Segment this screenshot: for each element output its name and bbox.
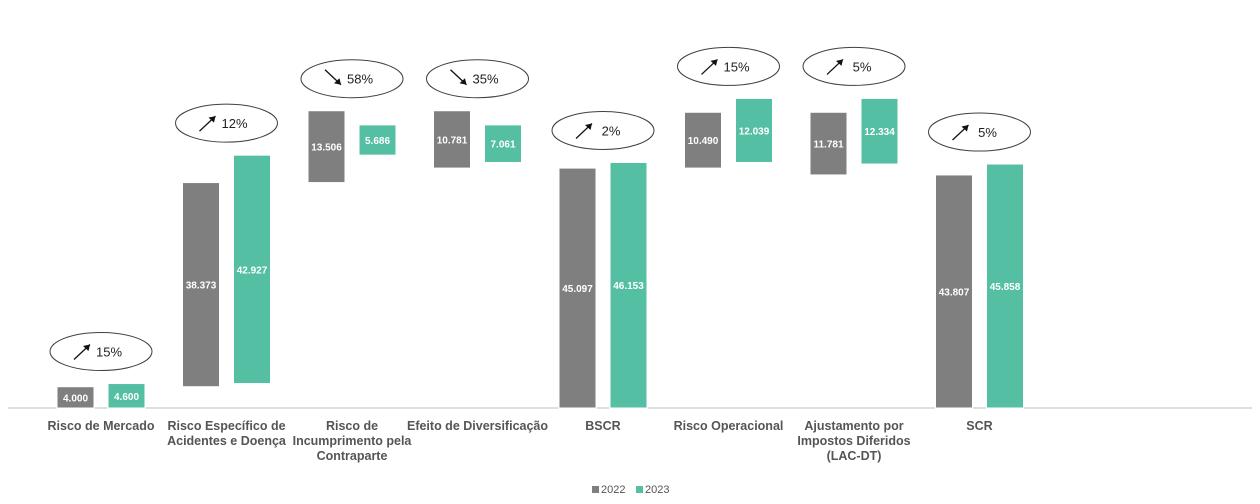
change-badge-text: 2% xyxy=(602,123,621,138)
bar-2023 xyxy=(358,124,397,156)
bar-2023 xyxy=(484,124,522,163)
bar-2023 xyxy=(233,154,271,385)
legend-label: 2022 xyxy=(601,484,625,496)
bar-value-label-2023: 7.061 xyxy=(490,140,515,151)
legend-label: 2023 xyxy=(645,484,669,496)
arrow-up-right-icon xyxy=(575,122,593,139)
change-badge: 15% xyxy=(677,46,780,86)
bar-2023 xyxy=(860,97,899,165)
bar-2022 xyxy=(433,110,471,169)
bar-2023 xyxy=(735,97,773,163)
change-badge-ellipse xyxy=(49,332,153,372)
bar-2023 xyxy=(986,163,1024,409)
bar-value-label-2022: 38.373 xyxy=(186,281,217,292)
category-label: Risco Específico de Acidentes e Doença xyxy=(167,419,287,448)
bar-2022 xyxy=(809,111,848,176)
change-badge-ellipse xyxy=(928,112,1031,152)
bar-value-label-2022: 10.781 xyxy=(437,135,468,146)
legend: 2022 2023 xyxy=(592,484,669,496)
change-badge: 58% xyxy=(300,59,404,99)
change-badge: 15% xyxy=(49,332,153,372)
change-badge-ellipse xyxy=(802,46,906,86)
arrow-up-right-icon xyxy=(701,58,718,75)
change-badge-ellipse xyxy=(300,59,404,99)
change-badge-ellipse xyxy=(175,103,278,143)
bar-value-label-2023: 5.686 xyxy=(365,136,390,147)
bar-2022 xyxy=(307,110,346,184)
change-badge-text: 58% xyxy=(347,72,373,87)
arrow-up-right-icon xyxy=(73,344,91,361)
change-badge-text: 15% xyxy=(723,59,749,74)
bar-value-label-2023: 45.858 xyxy=(990,282,1021,293)
change-badge: 5% xyxy=(928,112,1031,152)
change-badge-text: 5% xyxy=(853,59,872,74)
bar-2023 xyxy=(609,161,648,409)
change-badge: 2% xyxy=(551,110,655,150)
category-label: Efeito de Diversificação xyxy=(407,419,548,433)
bar-2022 xyxy=(56,386,95,409)
category-label: Risco de Incumprimento pela Contraparte xyxy=(293,419,413,463)
change-badge-ellipse xyxy=(677,46,780,86)
change-badge-ellipse xyxy=(426,59,529,99)
category-label: Risco de Mercado xyxy=(48,419,155,433)
arrow-down-right-icon xyxy=(324,69,342,86)
change-badge-text: 15% xyxy=(96,345,122,360)
legend-swatch xyxy=(636,486,643,493)
category-label: SCR xyxy=(966,419,992,433)
category-label: BSCR xyxy=(585,419,620,433)
bar-2023 xyxy=(107,383,146,409)
bar-value-label-2022: 43.807 xyxy=(939,287,970,298)
bar-2022 xyxy=(935,174,973,409)
arrow-down-right-icon xyxy=(450,69,467,86)
change-badge: 5% xyxy=(802,46,906,86)
bar-value-label-2022: 4.000 xyxy=(63,393,88,404)
bar-2022 xyxy=(684,111,722,169)
bar-value-label-2022: 13.506 xyxy=(311,143,342,154)
arrow-up-right-icon xyxy=(199,115,216,132)
category-label: Risco Operacional xyxy=(674,419,784,433)
bar-value-label-2023: 4.600 xyxy=(114,392,139,403)
change-badge: 12% xyxy=(175,103,278,143)
legend-swatch xyxy=(592,486,599,493)
bar-value-label-2022: 10.490 xyxy=(688,136,719,147)
arrow-up-right-icon xyxy=(952,124,969,141)
category-label: Ajustamento por Impostos Diferidos (LAC-DT… xyxy=(797,419,910,463)
bar-value-label-2022: 11.781 xyxy=(813,140,843,151)
bar-2022 xyxy=(558,167,597,409)
bar-value-label-2023: 12.039 xyxy=(739,126,770,137)
change-badge-text: 5% xyxy=(978,125,997,140)
bar-value-label-2023: 46.153 xyxy=(613,281,644,292)
change-badge: 35% xyxy=(426,59,529,99)
change-badge-text: 35% xyxy=(472,72,498,87)
bar-2022 xyxy=(182,182,220,388)
bar-value-label-2022: 45.097 xyxy=(562,284,593,295)
bar-value-label-2023: 12.334 xyxy=(864,127,895,138)
change-badge-ellipse xyxy=(551,110,655,150)
arrow-up-right-icon xyxy=(826,58,844,75)
change-badge-text: 12% xyxy=(221,116,247,131)
bar-value-label-2023: 42.927 xyxy=(237,265,268,276)
